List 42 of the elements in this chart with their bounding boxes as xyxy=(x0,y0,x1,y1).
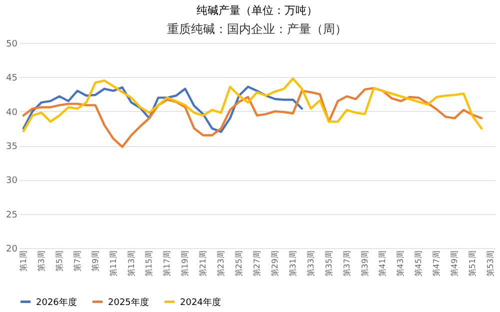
x-tick-label: 第37周 xyxy=(342,250,352,277)
x-tick-label: 第33周 xyxy=(306,250,316,277)
line-series xyxy=(22,77,483,132)
y-tick-label: 35 xyxy=(6,142,18,152)
x-tick-label: 第5周 xyxy=(54,250,64,272)
y-tick-label: 45 xyxy=(6,74,18,84)
legend-label: 2026年度 xyxy=(36,296,77,308)
line-series xyxy=(22,87,483,148)
line-series xyxy=(22,86,304,133)
x-tick-label: 第3周 xyxy=(36,250,46,272)
x-tick-label: 第19周 xyxy=(180,250,190,277)
x-tick-label: 第15周 xyxy=(144,250,154,277)
x-tick-label: 第25周 xyxy=(234,250,244,277)
x-tick-label: 第1周 xyxy=(18,250,28,272)
y-tick-label: 25 xyxy=(6,210,18,220)
x-tick-label: 第7周 xyxy=(72,250,82,272)
x-tick-label: 第17周 xyxy=(162,250,172,277)
x-tick-label: 第43周 xyxy=(396,250,406,277)
x-tick-label: 第41周 xyxy=(378,250,388,277)
y-tick-label: 20 xyxy=(6,244,18,254)
x-tick-label: 第45周 xyxy=(414,250,424,277)
y-tick-label: 50 xyxy=(6,40,18,50)
x-tick-label: 第13周 xyxy=(126,250,136,277)
legend-label: 2024年度 xyxy=(180,296,221,308)
x-tick-label: 第21周 xyxy=(198,250,208,277)
x-tick-label: 第29周 xyxy=(270,250,280,277)
x-tick-label: 第9周 xyxy=(90,250,100,272)
x-tick-label: 第23周 xyxy=(216,250,226,277)
y-tick-label: 30 xyxy=(6,176,18,186)
x-tick-label: 第49周 xyxy=(450,250,460,277)
x-tick-label: 第39周 xyxy=(360,250,370,277)
x-tick-label: 第31周 xyxy=(288,250,298,277)
legend-label: 2025年度 xyxy=(108,296,149,308)
chart-title: 纯碱产量（单位：万吨） xyxy=(196,4,318,17)
x-tick-label: 第47周 xyxy=(432,250,442,277)
x-tick-label: 第27周 xyxy=(252,250,262,277)
x-tick-label: 第51周 xyxy=(468,250,478,277)
x-tick-label: 第11周 xyxy=(108,250,118,277)
x-tick-label: 第53周 xyxy=(486,250,496,277)
chart-subtitle: 重质纯碱：国内企业：产量（周） xyxy=(167,22,347,36)
y-tick-label: 40 xyxy=(6,108,18,118)
x-tick-label: 第35周 xyxy=(324,250,334,277)
